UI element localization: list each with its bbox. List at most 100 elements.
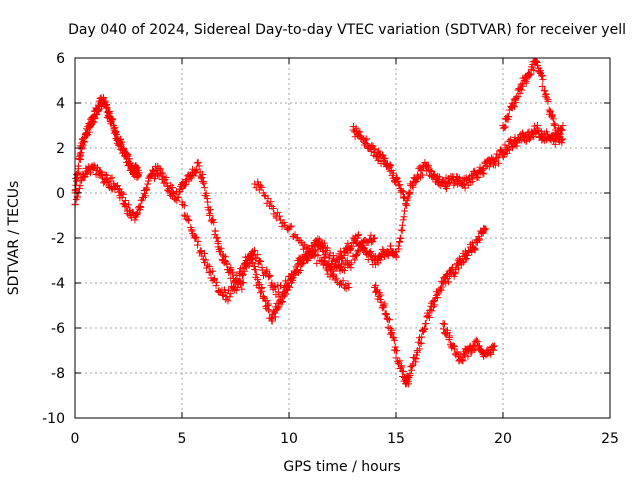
data-point <box>118 189 126 197</box>
data-point <box>118 194 126 201</box>
data-point <box>405 189 413 197</box>
y-tick-labels: -10 -8 -6 -4 -2 0 2 4 6 <box>42 51 65 427</box>
y-tick-label: 0 <box>56 186 65 202</box>
data-point <box>558 139 566 147</box>
data-point <box>424 161 432 169</box>
data-point <box>397 226 405 234</box>
data-point <box>388 326 396 334</box>
data-point <box>382 311 390 319</box>
x-tick-label: 5 <box>178 431 187 447</box>
data-point <box>279 298 287 306</box>
data-point <box>205 263 213 271</box>
data-point <box>476 236 484 244</box>
data-point <box>404 378 412 386</box>
data-point <box>181 181 189 189</box>
data-point <box>269 204 277 212</box>
data-point <box>261 191 269 199</box>
data-point <box>464 251 472 259</box>
data-point <box>405 190 413 198</box>
x-tick-label: 10 <box>280 431 298 447</box>
data-point <box>109 115 117 123</box>
data-point <box>367 247 375 255</box>
data-point <box>279 289 287 297</box>
data-point <box>265 271 273 279</box>
data-point <box>491 161 499 169</box>
data-point <box>392 354 400 362</box>
data-point <box>442 271 450 279</box>
data-point <box>193 166 201 174</box>
grid-lines <box>75 58 610 418</box>
data-point <box>255 257 263 264</box>
data-point <box>266 272 274 280</box>
y-tick-label: -4 <box>51 276 65 292</box>
data-point <box>367 231 375 239</box>
data-point <box>83 170 91 178</box>
data-point <box>464 352 472 360</box>
data-point <box>418 171 426 179</box>
data-point <box>323 266 331 274</box>
data-point <box>430 170 438 178</box>
data-point <box>271 313 279 321</box>
data-point <box>165 185 173 192</box>
data-point <box>495 159 503 167</box>
data-point <box>331 258 339 266</box>
data-point <box>390 336 398 344</box>
data-point <box>417 166 425 174</box>
data-point <box>305 244 313 252</box>
data-point <box>422 320 430 327</box>
data-point <box>291 271 299 279</box>
data-point <box>344 280 352 288</box>
data-point <box>258 287 266 295</box>
data-point <box>461 256 469 264</box>
data-point <box>213 278 221 286</box>
data-point <box>75 154 83 162</box>
x-axis-label: GPS time / hours <box>283 459 400 475</box>
data-point <box>280 218 288 226</box>
data-point <box>376 256 384 264</box>
data-point <box>265 306 273 314</box>
data-point <box>491 158 499 166</box>
data-point <box>559 135 567 143</box>
data-point <box>459 354 467 362</box>
data-point <box>201 249 209 257</box>
data-point <box>439 178 447 186</box>
data-point <box>428 307 436 315</box>
data-point <box>286 223 294 231</box>
data-point <box>118 138 126 146</box>
data-point <box>193 241 201 249</box>
data-point <box>239 265 247 273</box>
data-point <box>91 114 99 122</box>
data-point <box>392 173 400 181</box>
data-point <box>527 134 535 142</box>
data-point <box>263 267 271 275</box>
data-point <box>126 155 134 163</box>
data-point <box>253 275 261 283</box>
data-point <box>200 179 208 187</box>
data-point <box>530 133 538 141</box>
data-point <box>396 357 404 365</box>
data-point <box>179 201 187 209</box>
data-point <box>174 193 182 201</box>
y-tick-label: -8 <box>51 366 65 382</box>
data-point <box>468 175 476 183</box>
data-point <box>245 261 253 269</box>
data-point <box>314 235 322 243</box>
data-point <box>296 267 304 275</box>
data-point <box>387 242 395 250</box>
data-point <box>341 248 349 256</box>
data-point <box>526 135 534 143</box>
data-point <box>368 141 376 149</box>
data-point <box>76 182 84 190</box>
data-point <box>399 367 407 375</box>
data-point <box>206 206 214 214</box>
data-point <box>536 67 544 75</box>
data-point <box>392 253 400 261</box>
data-point <box>397 234 405 242</box>
data-point <box>380 303 388 311</box>
data-point <box>543 94 551 102</box>
data-point <box>417 340 425 348</box>
data-point <box>518 86 526 94</box>
data-point <box>299 260 307 268</box>
data-point <box>450 342 458 350</box>
data-point <box>549 111 557 119</box>
